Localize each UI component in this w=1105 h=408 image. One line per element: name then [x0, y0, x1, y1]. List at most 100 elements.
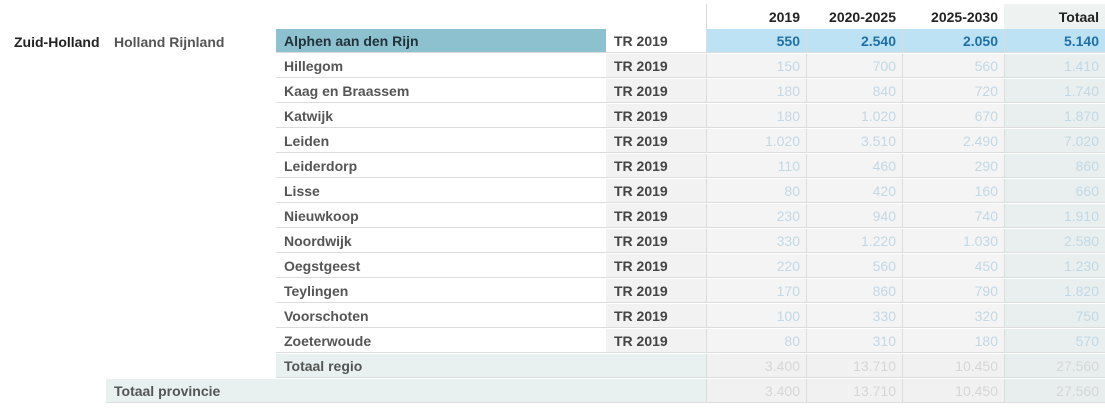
value-2025-2030[interactable]: 320	[902, 304, 1004, 328]
province-total-label: Totaal provincie	[106, 379, 706, 403]
value-2019[interactable]: 330	[706, 229, 806, 253]
table-row[interactable]: Lisse TR 2019 80 420 160 660	[276, 179, 1105, 204]
value-2019[interactable]: 110	[706, 154, 806, 178]
value-2025-2030[interactable]: 740	[902, 204, 1004, 228]
municipality-name[interactable]: Hillegom	[276, 54, 606, 78]
value-2020-2025[interactable]: 560	[806, 254, 902, 278]
value-2020-2025[interactable]: 2.540	[806, 29, 902, 53]
region-total-row[interactable]: Totaal regio 3.400 13.710 10.450 27.560	[276, 354, 1105, 379]
region-total-2020-2025: 13.710	[806, 354, 902, 378]
col-header-2019[interactable]: 2019	[768, 9, 800, 25]
value-totaal[interactable]: 5.140	[1004, 29, 1105, 53]
table-row[interactable]: Leiderdorp TR 2019 110 460 290 860	[276, 154, 1105, 179]
value-2020-2025[interactable]: 1.020	[806, 104, 902, 128]
row-code: TR 2019	[606, 129, 706, 153]
table-row[interactable]: Katwijk TR 2019 180 1.020 670 1.870	[276, 104, 1105, 129]
value-2019[interactable]: 550	[706, 29, 806, 53]
value-2025-2030[interactable]: 290	[902, 154, 1004, 178]
value-2019[interactable]: 80	[706, 179, 806, 203]
value-2019[interactable]: 1.020	[706, 129, 806, 153]
table-row[interactable]: Voorschoten TR 2019 100 330 320 750	[276, 304, 1105, 329]
table-row[interactable]: Leiden TR 2019 1.020 3.510 2.490 7.020	[276, 129, 1105, 154]
table-row[interactable]: Hillegom TR 2019 150 700 560 1.410	[276, 54, 1105, 79]
row-code: TR 2019	[606, 154, 706, 178]
municipality-name[interactable]: Leiderdorp	[276, 154, 606, 178]
value-2019[interactable]: 150	[706, 54, 806, 78]
col-header-totaal[interactable]: Totaal	[1058, 9, 1099, 25]
row-code: TR 2019	[606, 204, 706, 228]
value-2025-2030[interactable]: 160	[902, 179, 1004, 203]
row-code: TR 2019	[606, 54, 706, 78]
table-row[interactable]: Noordwijk TR 2019 330 1.220 1.030 2.580	[276, 229, 1105, 254]
value-totaal[interactable]: 860	[1004, 154, 1105, 178]
municipality-name[interactable]: Zoeterwoude	[276, 329, 606, 353]
value-2025-2030[interactable]: 2.050	[902, 29, 1004, 53]
value-2025-2030[interactable]: 1.030	[902, 229, 1004, 253]
value-totaal[interactable]: 1.740	[1004, 79, 1105, 103]
value-totaal[interactable]: 1.870	[1004, 104, 1105, 128]
value-totaal[interactable]: 1.410	[1004, 54, 1105, 78]
value-2019[interactable]: 180	[706, 79, 806, 103]
table-row[interactable]: Nieuwkoop TR 2019 230 940 740 1.910	[276, 204, 1105, 229]
value-2019[interactable]: 220	[706, 254, 806, 278]
row-code: TR 2019	[606, 329, 706, 353]
table-row[interactable]: Alphen aan den Rijn TR 2019 550 2.540 2.050 5…	[276, 29, 1105, 54]
municipality-name[interactable]: Alphen aan den Rijn	[276, 29, 606, 53]
col-header-2025-2030[interactable]: 2025-2030	[931, 9, 998, 25]
row-code: TR 2019	[606, 179, 706, 203]
region-total-2025-2030: 10.450	[902, 354, 1004, 378]
municipality-name[interactable]: Teylingen	[276, 279, 606, 303]
value-2025-2030[interactable]: 790	[902, 279, 1004, 303]
value-2019[interactable]: 170	[706, 279, 806, 303]
region-label[interactable]: Holland Rijnland	[114, 34, 225, 50]
value-2025-2030[interactable]: 180	[902, 329, 1004, 353]
municipality-name[interactable]: Nieuwkoop	[276, 204, 606, 228]
value-2025-2030[interactable]: 670	[902, 104, 1004, 128]
value-totaal[interactable]: 7.020	[1004, 129, 1105, 153]
value-2020-2025[interactable]: 840	[806, 79, 902, 103]
value-totaal[interactable]: 1.230	[1004, 254, 1105, 278]
value-2020-2025[interactable]: 1.220	[806, 229, 902, 253]
municipality-name[interactable]: Lisse	[276, 179, 606, 203]
value-2025-2030[interactable]: 720	[902, 79, 1004, 103]
municipality-name[interactable]: Voorschoten	[276, 304, 606, 328]
value-2019[interactable]: 180	[706, 104, 806, 128]
table-row[interactable]: Kaag en Braassem TR 2019 180 840 720 1.740	[276, 79, 1105, 104]
value-2025-2030[interactable]: 560	[902, 54, 1004, 78]
value-totaal[interactable]: 750	[1004, 304, 1105, 328]
value-totaal[interactable]: 570	[1004, 329, 1105, 353]
value-totaal[interactable]: 660	[1004, 179, 1105, 203]
municipality-name[interactable]: Katwijk	[276, 104, 606, 128]
province-label[interactable]: Zuid-Holland	[14, 34, 100, 50]
municipality-name[interactable]: Kaag en Braassem	[276, 79, 606, 103]
province-total-totaal: 27.560	[1004, 379, 1105, 403]
value-totaal[interactable]: 1.910	[1004, 204, 1105, 228]
table-row[interactable]: Zoeterwoude TR 2019 80 310 180 570	[276, 329, 1105, 354]
value-2020-2025[interactable]: 700	[806, 54, 902, 78]
table-row[interactable]: Teylingen TR 2019 170 860 790 1.820	[276, 279, 1105, 304]
value-2019[interactable]: 100	[706, 304, 806, 328]
table-row[interactable]: Oegstgeest TR 2019 220 560 450 1.230	[276, 254, 1105, 279]
value-totaal[interactable]: 2.580	[1004, 229, 1105, 253]
value-2020-2025[interactable]: 860	[806, 279, 902, 303]
municipality-name[interactable]: Oegstgeest	[276, 254, 606, 278]
value-2020-2025[interactable]: 420	[806, 179, 902, 203]
municipality-name[interactable]: Noordwijk	[276, 229, 606, 253]
row-code: TR 2019	[606, 79, 706, 103]
value-totaal[interactable]: 1.820	[1004, 279, 1105, 303]
value-2020-2025[interactable]: 330	[806, 304, 902, 328]
value-2020-2025[interactable]: 460	[806, 154, 902, 178]
value-2025-2030[interactable]: 2.490	[902, 129, 1004, 153]
col-header-2020-2025[interactable]: 2020-2025	[829, 9, 896, 25]
value-2020-2025[interactable]: 310	[806, 329, 902, 353]
municipality-name[interactable]: Leiden	[276, 129, 606, 153]
province-total-row[interactable]: Totaal provincie 3.400 13.710 10.450 27.…	[106, 379, 1105, 404]
row-code: TR 2019	[606, 279, 706, 303]
value-2019[interactable]: 80	[706, 329, 806, 353]
province-total-2020-2025: 13.710	[806, 379, 902, 403]
value-2025-2030[interactable]: 450	[902, 254, 1004, 278]
value-2020-2025[interactable]: 3.510	[806, 129, 902, 153]
value-2019[interactable]: 230	[706, 204, 806, 228]
value-2020-2025[interactable]: 940	[806, 204, 902, 228]
